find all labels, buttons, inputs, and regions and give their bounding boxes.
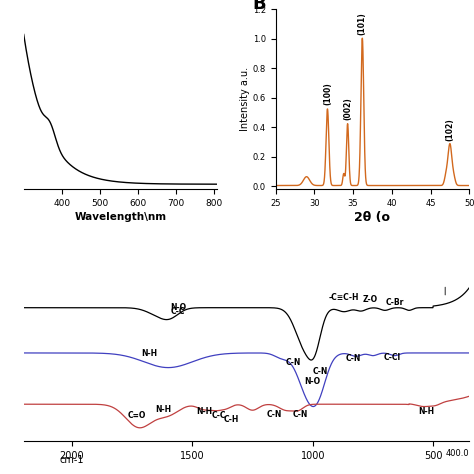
Text: B: B [252, 0, 266, 13]
Text: N-H: N-H [196, 407, 212, 416]
Text: N-H: N-H [418, 407, 434, 416]
Text: Z-O: Z-O [363, 295, 378, 304]
Text: C-N: C-N [286, 358, 301, 367]
Text: C-N: C-N [312, 367, 328, 376]
Text: (101): (101) [358, 12, 367, 35]
Text: C-N: C-N [266, 410, 282, 419]
Text: -C≡C-H: -C≡C-H [329, 293, 359, 302]
Text: N-H: N-H [155, 405, 172, 414]
Text: C-C: C-C [211, 411, 226, 420]
Text: (002): (002) [343, 97, 352, 120]
Text: C=O: C=O [128, 410, 146, 419]
Text: C-C: C-C [171, 307, 185, 316]
Text: C-Cl: C-Cl [383, 353, 401, 362]
Text: (100): (100) [323, 82, 332, 105]
Text: cm-1: cm-1 [60, 456, 84, 465]
Text: N-O: N-O [305, 377, 321, 386]
Text: C-H: C-H [223, 415, 238, 424]
Text: N-O: N-O [170, 303, 186, 312]
Text: N-H: N-H [141, 348, 157, 357]
X-axis label: 2θ (o: 2θ (o [355, 211, 391, 224]
X-axis label: Wavelength\nm: Wavelength\nm [74, 212, 167, 222]
Text: C-N: C-N [293, 410, 309, 419]
Text: 400.0: 400.0 [446, 449, 469, 458]
Text: C-Br: C-Br [385, 298, 404, 307]
Text: C-N: C-N [346, 354, 361, 363]
Y-axis label: Intensity a.u.: Intensity a.u. [240, 67, 250, 131]
Text: (102): (102) [446, 118, 455, 141]
